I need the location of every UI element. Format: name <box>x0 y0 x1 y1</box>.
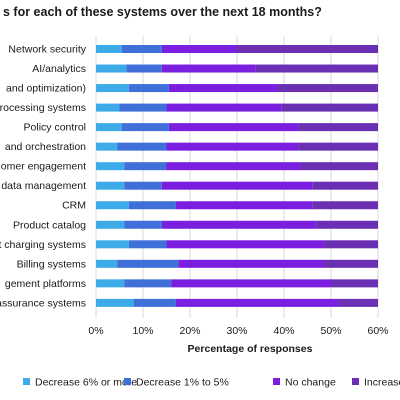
bar-segment <box>96 162 125 171</box>
legend-label: Decrease 6% or more <box>35 377 137 389</box>
bar-segment <box>175 298 339 307</box>
x-tick-label: 40% <box>273 325 294 337</box>
bar-segment <box>168 84 277 93</box>
x-axis-title: Percentage of responses <box>188 343 313 355</box>
category-label: processing systems <box>0 102 86 114</box>
bar-segment <box>323 259 378 268</box>
bar-segment <box>312 201 378 210</box>
bar-segment <box>96 84 129 93</box>
legend-swatch <box>124 378 131 385</box>
bar-segment <box>96 103 120 112</box>
bar-segment <box>166 162 301 171</box>
category-labels: Network security AI/analytics and optimiza… <box>0 44 87 310</box>
bar-segment <box>126 64 162 73</box>
bar-segment <box>121 45 162 53</box>
bar-segment <box>96 142 118 151</box>
bar-segment <box>161 220 317 229</box>
bar-segment <box>312 181 378 190</box>
bar-segment <box>96 201 129 210</box>
category-label: Network security <box>8 44 86 56</box>
category-label: and optimization) <box>6 83 86 95</box>
bar-segment <box>175 201 313 210</box>
legend-swatch <box>352 378 359 385</box>
bar-segment <box>124 181 162 190</box>
bar-segment <box>124 220 162 229</box>
bar-segment <box>133 298 176 307</box>
x-tick-label: 30% <box>226 325 247 337</box>
x-tick-label: 10% <box>132 325 153 337</box>
category-label: AI/analytics <box>32 63 86 75</box>
bar-segment <box>96 298 134 307</box>
bar-segment <box>237 45 378 53</box>
bar-segment <box>117 259 179 268</box>
category-label: CRM <box>62 200 86 212</box>
bar-segment <box>316 220 378 229</box>
bar-segment <box>298 142 378 151</box>
category-label: Billing systems <box>17 258 86 270</box>
bar-segment <box>161 45 237 53</box>
chart-title: s for each of these systems over the nex… <box>3 5 322 19</box>
x-tick-label: 50% <box>320 325 341 337</box>
legend-label: No change <box>285 377 336 389</box>
bar-segment <box>178 259 324 268</box>
category-label: data management <box>1 180 86 192</box>
bar-segment <box>161 181 313 190</box>
legend-swatch <box>23 378 30 385</box>
bar-segment <box>300 162 378 171</box>
x-tick-label: 60% <box>367 325 388 337</box>
bar-segment <box>128 240 167 249</box>
bar-segment <box>281 103 378 112</box>
bar-segment <box>96 181 125 190</box>
bar-segment <box>255 64 378 73</box>
bar-segment <box>276 84 378 93</box>
bar-segment <box>124 162 167 171</box>
category-label: assurance systems <box>0 297 86 309</box>
category-label: Policy control <box>24 122 86 134</box>
bar-segment <box>331 279 378 288</box>
bar-segment <box>124 279 172 288</box>
x-tick-label: 0% <box>88 325 103 337</box>
bar-segment <box>161 64 256 73</box>
bar-segment <box>166 103 282 112</box>
legend-label: Increase <box>364 377 400 389</box>
bar-segment <box>323 240 378 249</box>
legend-label: Decrease 1% to 5% <box>136 377 229 389</box>
category-label: t charging systems <box>0 239 86 251</box>
bar-segment <box>96 259 118 268</box>
bar-segment <box>96 64 127 73</box>
bar-segment <box>96 220 125 229</box>
category-label: omer engagement <box>1 161 86 173</box>
category-label: and orchestration <box>5 141 86 153</box>
bar-segment <box>128 84 169 93</box>
bar-segment <box>171 279 331 288</box>
bar-segment <box>117 142 167 151</box>
gridlines <box>95 36 379 318</box>
legend-swatch <box>273 378 280 385</box>
category-label: Product catalog <box>13 219 86 231</box>
bar-segment <box>128 201 176 210</box>
bar-segment <box>166 240 324 249</box>
bars-group <box>96 45 378 307</box>
bar-segment <box>119 103 167 112</box>
bar-segment <box>96 123 122 132</box>
bar-segment <box>166 142 299 151</box>
bar-segment <box>168 123 299 132</box>
bar-segment <box>96 45 122 53</box>
bar-segment <box>96 240 129 249</box>
x-tick-label: 20% <box>179 325 200 337</box>
x-tick-labels: 0% 10% 20% 30% 40% 50% 60% <box>88 325 388 337</box>
bar-segment <box>121 123 169 132</box>
bar-segment <box>338 298 378 307</box>
bar-segment <box>298 123 378 132</box>
bar-segment <box>96 279 125 288</box>
category-label: gement platforms <box>5 278 86 290</box>
